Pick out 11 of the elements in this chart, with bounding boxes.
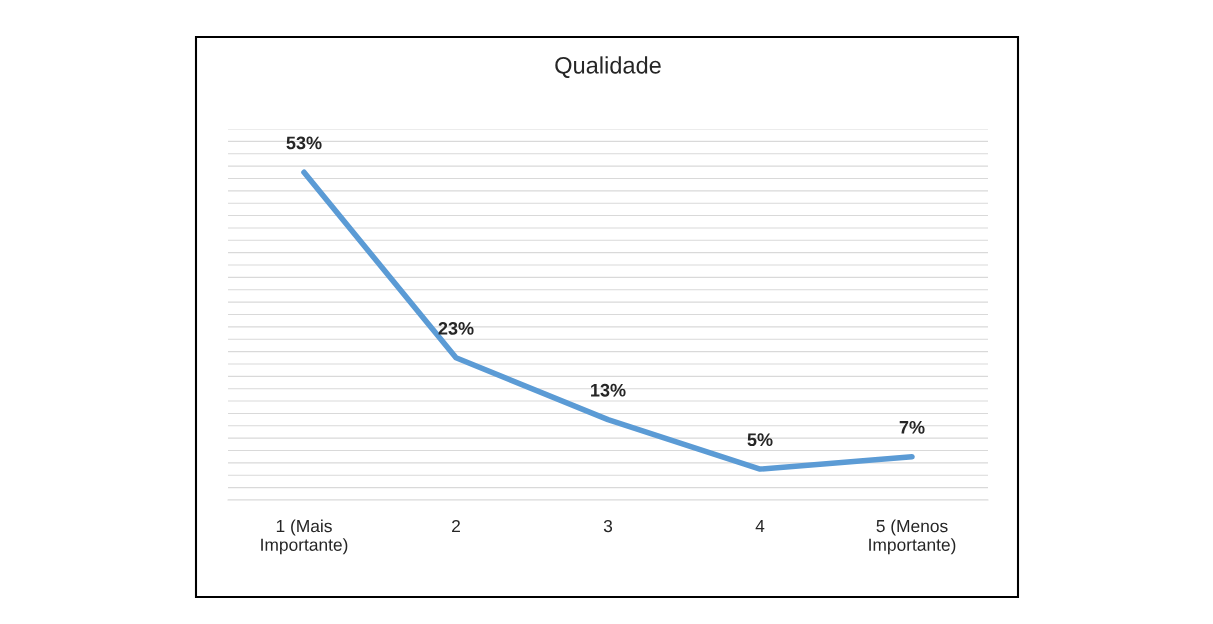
data-label: 5% bbox=[747, 433, 773, 447]
data-label: 23% bbox=[438, 321, 474, 335]
x-tick-label: 5 (Menos Importante) bbox=[869, 519, 956, 555]
x-tick-label: 3 bbox=[603, 519, 613, 533]
data-label: 13% bbox=[591, 383, 626, 397]
x-tick-label: 1 (Mais Importante) bbox=[261, 519, 348, 555]
chart-title: Qualidade bbox=[555, 56, 661, 78]
data-label: 53% bbox=[286, 136, 322, 150]
x-tick-label: 4 bbox=[755, 520, 765, 533]
x-tick-label: 2 bbox=[452, 519, 460, 533]
data-label: 7% bbox=[899, 420, 925, 434]
